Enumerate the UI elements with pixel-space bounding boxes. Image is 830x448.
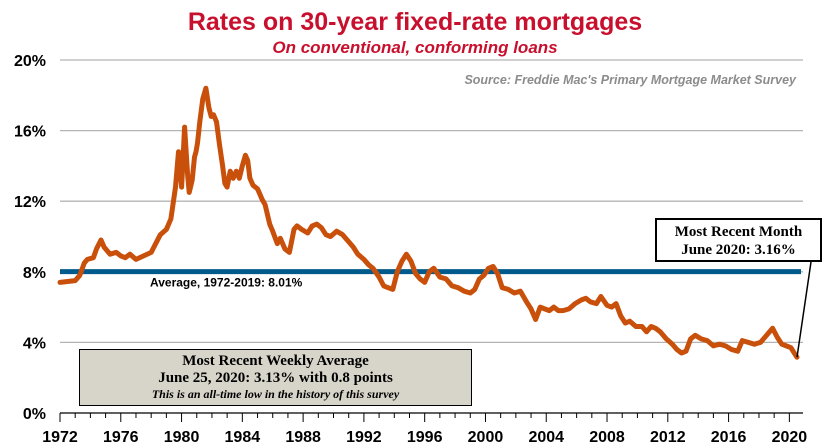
x-tick-label: 1976 xyxy=(103,429,139,446)
x-tick-label: 2004 xyxy=(528,429,564,446)
average-label: Average, 1972-2019: 8.01% xyxy=(150,276,303,290)
mortgage-rate-series xyxy=(57,85,800,360)
x-tick-label: 1996 xyxy=(407,429,443,446)
month-callout-heading: Most Recent Month xyxy=(674,224,803,240)
x-tick-label: 1992 xyxy=(346,429,382,446)
y-tick-label: 12% xyxy=(14,194,46,211)
weekly-average-callout: Most Recent Weekly Average June 25, 2020… xyxy=(79,349,472,406)
y-tick-label: 4% xyxy=(23,335,46,352)
x-tick-label: 1980 xyxy=(164,429,200,446)
y-tick-label: 8% xyxy=(23,265,46,282)
weekly-callout-note: This is an all-time low in the history o… xyxy=(151,387,400,401)
x-tick-label: 2020 xyxy=(772,429,808,446)
x-tick-label: 2016 xyxy=(711,429,747,446)
x-tick-label: 2012 xyxy=(650,429,686,446)
callout-pointer xyxy=(796,261,812,358)
x-tick-label: 2008 xyxy=(589,429,625,446)
series-group xyxy=(57,85,800,360)
weekly-callout-heading: Most Recent Weekly Average xyxy=(182,353,369,369)
y-tick-label: 0% xyxy=(23,406,46,423)
x-axis-ticks: 1972 1976 1980 1984 1988 1992 1996 2000 2004 2008… xyxy=(42,413,807,446)
x-tick-label: 2000 xyxy=(468,429,504,446)
chart-title: Rates on 30-year fixed-rate mortgages xyxy=(188,8,642,36)
x-tick-label: 1988 xyxy=(285,429,321,446)
x-tick-label: 1972 xyxy=(42,429,78,446)
y-tick-label: 16% xyxy=(14,124,46,141)
month-callout-value: June 2020: 3.16% xyxy=(681,242,796,258)
x-tick-label: 1984 xyxy=(225,429,261,446)
source-note: Source: Freddie Mac's Primary Mortgage M… xyxy=(464,73,797,87)
chart-subtitle: On conventional, conforming loans xyxy=(272,38,557,57)
y-axis-ticks: 0% 4% 8% 12% 16% 20% xyxy=(14,53,46,423)
recent-month-callout: Most Recent Month June 2020: 3.16% xyxy=(655,218,822,262)
y-tick-label: 20% xyxy=(14,53,46,70)
weekly-callout-value: June 25, 2020: 3.13% with 0.8 points xyxy=(158,370,393,386)
